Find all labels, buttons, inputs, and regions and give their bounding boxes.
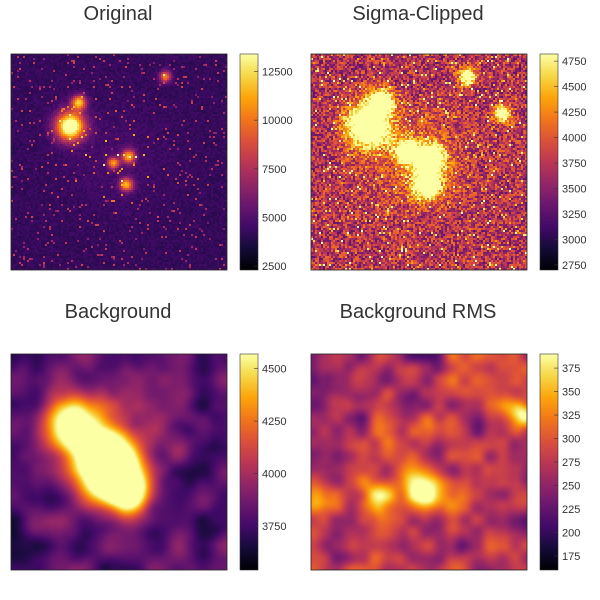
panel-title-background: Background bbox=[65, 301, 172, 323]
panel-title-sigma-clipped: Sigma-Clipped bbox=[352, 3, 483, 25]
image-frame-sigma-clipped bbox=[310, 53, 528, 271]
colorbar-tick-label: 300 bbox=[562, 434, 580, 446]
image-frame-original bbox=[10, 53, 228, 271]
colorbar-tick-label: 3500 bbox=[562, 183, 586, 195]
colorbar-ticks-original: 2500 5000 7500 10000 12500 bbox=[254, 67, 293, 273]
colorbar-frame-background bbox=[239, 353, 259, 571]
colorbar-tick-label: 275 bbox=[562, 457, 580, 469]
colorbar-tick-label: 12500 bbox=[262, 67, 293, 79]
colorbar-tick-label: 4000 bbox=[262, 469, 286, 481]
colorbar-tick-label: 2500 bbox=[262, 261, 286, 273]
colorbar-ticks-background: 3750 4000 4250 4500 bbox=[254, 364, 286, 533]
heatmap-image-sigma-clipped bbox=[311, 54, 527, 270]
colorbar-tick-label: 225 bbox=[562, 504, 580, 516]
colorbar-background bbox=[240, 354, 258, 570]
colorbar-sigma-clipped bbox=[540, 54, 558, 270]
heatmap-image-background bbox=[11, 354, 227, 570]
colorbar-tick-label: 3250 bbox=[562, 209, 586, 221]
heatmap-image-background-rms bbox=[311, 354, 527, 570]
colorbar-tick-label: 325 bbox=[562, 410, 580, 422]
colorbar-ticks-sigma-clipped: 2750 3000 3250 3500 3750 4000 4250 4500 4750 bbox=[554, 56, 586, 272]
colorbar-original bbox=[240, 54, 258, 270]
colorbar-tick-label: 4500 bbox=[562, 82, 586, 94]
colorbar-tick-label: 10000 bbox=[262, 115, 293, 127]
image-frame-background bbox=[10, 353, 228, 571]
colorbar-tick-label: 4250 bbox=[562, 107, 586, 119]
image-frame-background-rms bbox=[310, 353, 528, 571]
colorbar-tick-label: 375 bbox=[562, 363, 580, 375]
colorbar-tick-label: 4250 bbox=[262, 416, 286, 428]
colorbar-tick-label: 3750 bbox=[562, 158, 586, 170]
colorbar-tick-label: 4000 bbox=[562, 133, 586, 145]
panel-title-original: Original bbox=[84, 3, 153, 25]
panel-background-rms: Background RMS 175 200 225 250 275 300 325 350 3… bbox=[310, 301, 580, 571]
colorbar-tick-label: 350 bbox=[562, 387, 580, 399]
heatmap-image-original bbox=[11, 54, 227, 270]
colorbar-tick-label: 4500 bbox=[262, 364, 286, 376]
colorbar-ticks-background-rms: 175 200 225 250 275 300 325 350 375 bbox=[554, 363, 580, 563]
colorbar-frame-sigma-clipped bbox=[539, 53, 559, 271]
colorbar-tick-label: 4750 bbox=[562, 56, 586, 68]
colorbar-tick-label: 5000 bbox=[262, 212, 286, 224]
panel-title-background-rms: Background RMS bbox=[340, 301, 497, 323]
panel-sigma-clipped: Sigma-Clipped 2750 3000 3250 3500 3750 4000 42… bbox=[310, 3, 586, 272]
colorbar-tick-label: 175 bbox=[562, 551, 580, 563]
panel-background: Background 3750 4000 4250 4500 bbox=[10, 301, 286, 571]
colorbar-tick-label: 250 bbox=[562, 480, 580, 492]
colorbar-tick-label: 3000 bbox=[562, 234, 586, 246]
colorbar-tick-label: 2750 bbox=[562, 260, 586, 272]
panel-original: Original 2500 5000 7500 10000 12500 bbox=[10, 3, 293, 273]
colorbar-frame-original bbox=[239, 53, 259, 271]
colorbar-tick-label: 200 bbox=[562, 527, 580, 539]
colorbar-background-rms bbox=[540, 354, 558, 570]
colorbar-tick-label: 7500 bbox=[262, 164, 286, 176]
colorbar-tick-label: 3750 bbox=[262, 521, 286, 533]
